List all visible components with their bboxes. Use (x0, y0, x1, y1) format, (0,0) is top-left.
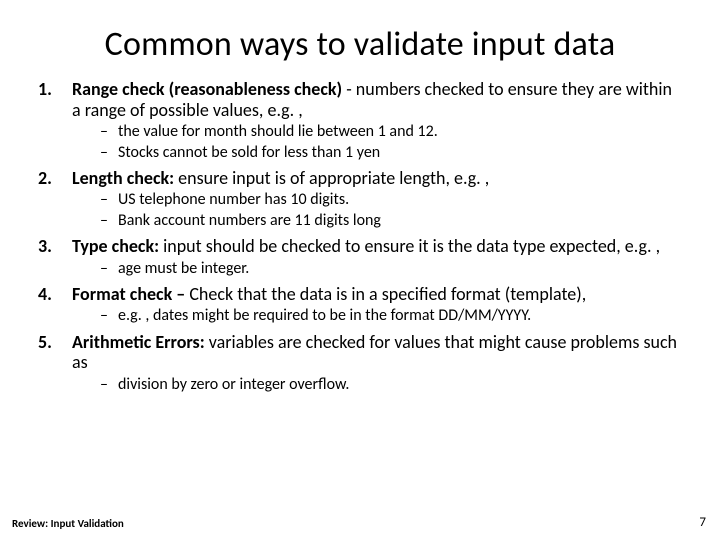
item-lead: Type check: (72, 235, 159, 257)
item-body: Length check: ensure input is of appropr… (72, 168, 682, 189)
sub-item: e.g. , dates might be required to be in … (72, 306, 682, 325)
sub-list: e.g. , dates might be required to be in … (72, 306, 682, 325)
slide-title: Common ways to validate input data (38, 24, 682, 65)
sub-list: age must be integer. (72, 259, 682, 278)
sub-item: age must be integer. (72, 259, 682, 278)
sub-list: the value for month should lie between 1… (72, 122, 682, 161)
item-lead: Arithmetic Errors: (72, 331, 205, 353)
item-lead: Length check: (72, 167, 174, 189)
sub-item: division by zero or integer overflow. (72, 375, 682, 394)
item-rest: input should be checked to ensure it is … (159, 235, 660, 257)
footer-text: Review: Input Validation (12, 517, 124, 530)
list-item: Type check: input should be checked to e… (38, 236, 682, 278)
list-item: Format check – Check that the data is in… (38, 284, 682, 326)
item-lead: Format check – (72, 283, 185, 305)
item-lead: Range check (reasonableness check) (72, 78, 342, 100)
page-number: 7 (699, 515, 706, 530)
item-body: Range check (reasonableness check) - num… (72, 79, 682, 120)
item-rest: ensure input is of appropriate length, e… (174, 167, 489, 189)
list-item: Range check (reasonableness check) - num… (38, 79, 682, 162)
sub-item: US telephone number has 10 digits. (72, 190, 682, 209)
item-body: Type check: input should be checked to e… (72, 236, 682, 257)
item-body: Arithmetic Errors: variables are checked… (72, 332, 682, 373)
sub-item: Stocks cannot be sold for less than 1 ye… (72, 143, 682, 162)
sub-item: Bank account numbers are 11 digits long (72, 211, 682, 230)
slide: Common ways to validate input data Range… (0, 0, 720, 540)
sub-list: US telephone number has 10 digits. Bank … (72, 190, 682, 229)
sub-item: the value for month should lie between 1… (72, 122, 682, 141)
item-rest: Check that the data is in a specified fo… (185, 283, 586, 305)
list-item: Length check: ensure input is of appropr… (38, 168, 682, 230)
sub-list: division by zero or integer overflow. (72, 375, 682, 394)
validation-list: Range check (reasonableness check) - num… (38, 79, 682, 394)
item-body: Format check – Check that the data is in… (72, 284, 682, 305)
list-item: Arithmetic Errors: variables are checked… (38, 332, 682, 395)
